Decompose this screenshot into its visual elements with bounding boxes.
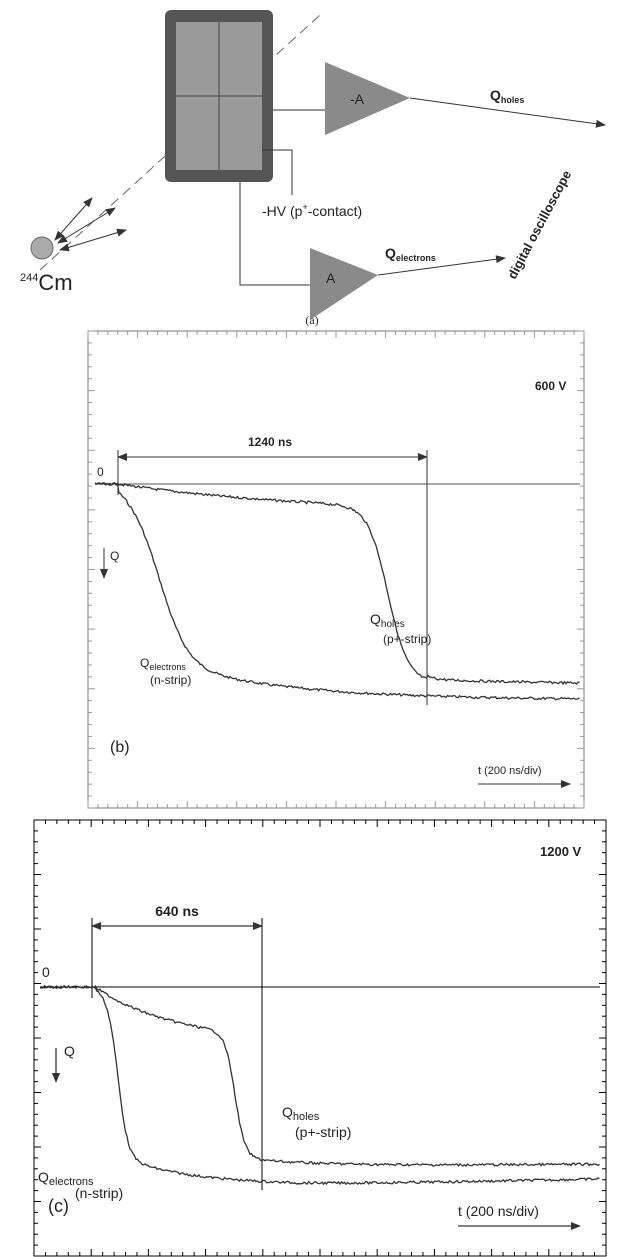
trace (94, 481, 580, 701)
zero-label: 0 (42, 964, 50, 980)
holes-label: Qholes (370, 611, 405, 630)
sup: + (302, 202, 307, 212)
sub: electrons (149, 662, 186, 672)
panel-c: 1200 V 640 ns 0 Q Qholes (p+-strip) Qele… (33, 819, 607, 1257)
time-scale: t (200 ns/div) (478, 765, 542, 777)
wire (262, 149, 293, 195)
zero-label: 0 (97, 465, 104, 479)
t: -contact) (308, 203, 362, 219)
q: Q (282, 1104, 293, 1120)
trace (39, 984, 600, 1168)
electrons-label: Qelectrons (140, 656, 186, 672)
q: Q (38, 1169, 49, 1185)
time-scale: t (200 ns/div) (458, 1203, 539, 1219)
wire (377, 255, 506, 276)
trace (39, 984, 600, 1186)
t: -HV (p (262, 203, 303, 219)
sub: holes (381, 619, 405, 630)
hv-label: -HV (p+-contact) (262, 202, 362, 219)
electrons-note: (n-strip) (150, 673, 191, 687)
source (30, 236, 54, 260)
sub: holes (293, 1111, 320, 1123)
source-label: 244Cm (20, 270, 73, 295)
q: Q (490, 87, 501, 103)
frame (87, 330, 585, 809)
wire (239, 182, 310, 286)
caption: (a) (305, 313, 318, 327)
instrument-label: digital oscilloscope (504, 168, 574, 282)
amplifier (325, 62, 410, 135)
voltage: 600 V (535, 379, 566, 393)
electrons-label: Qelectrons (38, 1169, 94, 1188)
wire (409, 97, 606, 128)
radiation (57, 207, 116, 244)
panel-a: -A Qholes -HV (p+-contact) A Qelectrons … (20, 10, 606, 327)
q: Q (385, 245, 396, 261)
panel-b: 600 V 1240 ns 0 Q Qholes (p+-strip) Qele… (87, 330, 585, 809)
electrons-note: (n-strip) (75, 1185, 123, 1201)
panel-label: (c) (48, 1196, 69, 1216)
sup: 244 (20, 272, 38, 284)
sub: holes (501, 95, 525, 105)
t: Cm (38, 270, 72, 295)
voltage: 1200 V (540, 844, 582, 859)
amplifier (310, 248, 378, 320)
axis-label: Q (110, 549, 119, 563)
holes-note: (p+-strip) (295, 1124, 351, 1140)
interval: 1240 ns (248, 435, 292, 449)
trace (94, 481, 580, 686)
holes-label: Qholes (282, 1104, 320, 1123)
panel-label: (b) (110, 739, 130, 756)
radiation (59, 228, 127, 252)
amp-label: A (326, 270, 336, 286)
sub: electrons (49, 1176, 94, 1188)
sub: electrons (396, 253, 436, 263)
amp-label: -A (350, 91, 365, 107)
interval: 640 ns (155, 903, 199, 919)
holes-note: (p+-strip) (383, 632, 431, 646)
output-label: Qelectrons (385, 245, 436, 263)
output-label: Qholes (490, 87, 524, 105)
q: Q (140, 656, 149, 670)
axis-label: Q (64, 1043, 75, 1059)
q: Q (370, 611, 381, 627)
